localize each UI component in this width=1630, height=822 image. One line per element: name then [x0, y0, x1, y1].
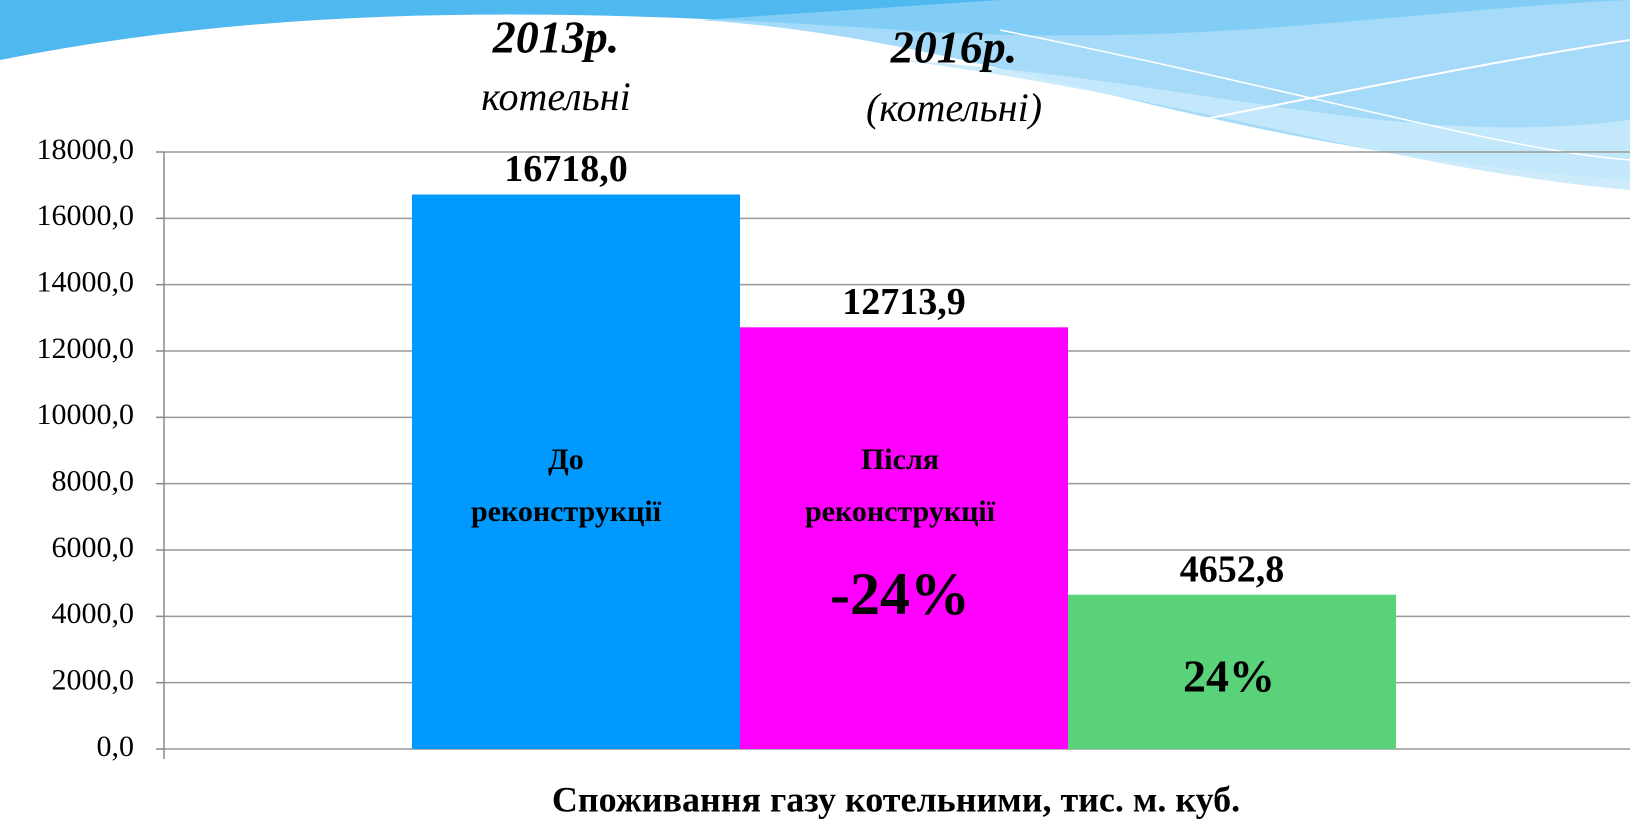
annotation: -24%: [830, 561, 970, 627]
y-tick-label: 8000,0: [52, 465, 135, 498]
page: Споживання газу котельними, тис. м. куб.…: [0, 0, 1630, 822]
value-label: 12713,9: [842, 281, 966, 323]
y-tick-label: 14000,0: [37, 266, 135, 299]
value-label: 16718,0: [504, 148, 628, 190]
y-tick-label: 4000,0: [52, 597, 135, 630]
x-axis-title: Споживання газу котельними, тис. м. куб.: [552, 779, 1240, 819]
bar: [740, 327, 1068, 749]
y-tick-label: 0,0: [97, 730, 135, 763]
annotation: (котельні): [866, 85, 1042, 130]
annotation: реконструкції: [471, 495, 662, 528]
annotation: котельні: [481, 74, 630, 119]
annotation: Після: [861, 443, 939, 476]
y-tick-label: 12000,0: [37, 332, 135, 365]
y-tick-label: 6000,0: [52, 531, 135, 564]
y-tick-label: 10000,0: [37, 398, 135, 431]
chart: Споживання газу котельними, тис. м. куб.…: [0, 0, 1630, 822]
y-tick-label: 16000,0: [37, 199, 135, 232]
y-tick-label: 18000,0: [37, 133, 135, 166]
annotation: До: [548, 443, 584, 476]
decoration: [0, 0, 1630, 190]
annotation: 2013р.: [492, 12, 620, 63]
value-label: 4652,8: [1180, 548, 1285, 590]
annotation: реконструкції: [805, 495, 996, 528]
annotation: 24%: [1183, 651, 1275, 702]
annotation: 2016р.: [890, 22, 1018, 73]
y-tick-label: 2000,0: [52, 664, 135, 697]
